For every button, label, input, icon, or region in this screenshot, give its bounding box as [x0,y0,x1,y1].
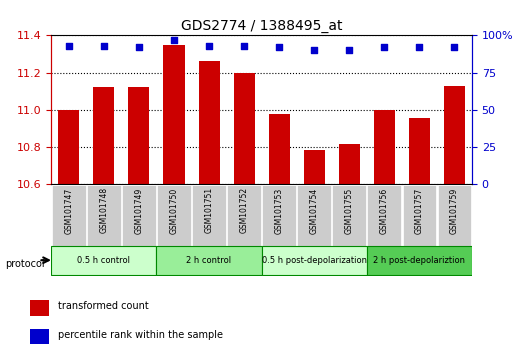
Text: GSM101757: GSM101757 [415,187,424,234]
FancyBboxPatch shape [227,185,261,246]
Text: 2 h post-depolariztion: 2 h post-depolariztion [373,256,465,265]
Bar [58,110,80,184]
Text: 0.5 h control: 0.5 h control [77,256,130,265]
FancyBboxPatch shape [262,185,296,246]
FancyBboxPatch shape [122,185,156,246]
Text: 2 h control: 2 h control [187,256,231,265]
Text: transformed count: transformed count [58,301,149,311]
Text: GSM101748: GSM101748 [100,187,108,233]
FancyBboxPatch shape [156,246,262,275]
FancyBboxPatch shape [403,185,436,246]
Bar [30,300,49,316]
Bar [374,110,395,184]
Bar [409,118,430,184]
FancyBboxPatch shape [192,185,226,246]
FancyBboxPatch shape [367,185,401,246]
Point [135,45,143,50]
FancyBboxPatch shape [87,185,121,246]
Text: GSM101756: GSM101756 [380,187,389,234]
Text: GSM101754: GSM101754 [310,187,319,234]
Text: GSM101752: GSM101752 [240,187,249,233]
Point [240,43,248,48]
Text: GSM101751: GSM101751 [205,187,213,233]
Bar [128,87,149,184]
Text: 0.5 h post-depolarization: 0.5 h post-depolarization [262,256,367,265]
FancyBboxPatch shape [157,185,191,246]
Title: GDS2774 / 1388495_at: GDS2774 / 1388495_at [181,19,342,33]
Point [275,45,283,50]
Bar [30,329,49,344]
Bar [164,45,185,184]
Text: GSM101755: GSM101755 [345,187,354,234]
Point [205,43,213,48]
Text: percentile rank within the sample: percentile rank within the sample [58,330,223,340]
Bar [199,62,220,184]
Point [310,47,318,53]
FancyBboxPatch shape [332,185,366,246]
Text: GSM101749: GSM101749 [134,187,144,234]
Point [170,37,178,43]
FancyBboxPatch shape [438,185,471,246]
FancyBboxPatch shape [52,185,86,246]
Point [65,43,73,48]
Point [380,45,388,50]
Text: GSM101759: GSM101759 [450,187,459,234]
Bar [269,114,290,184]
Text: GSM101750: GSM101750 [169,187,179,234]
FancyBboxPatch shape [367,246,472,275]
Bar [93,87,114,184]
FancyBboxPatch shape [298,185,331,246]
Point [450,45,459,50]
Bar [233,73,254,184]
Text: GSM101753: GSM101753 [274,187,284,234]
Point [415,45,423,50]
Point [100,43,108,48]
FancyBboxPatch shape [51,246,156,275]
Text: GSM101747: GSM101747 [64,187,73,234]
Bar [339,144,360,184]
FancyBboxPatch shape [262,246,367,275]
Point [345,47,353,53]
Text: protocol: protocol [5,259,45,269]
Bar [304,150,325,184]
Bar [444,86,465,184]
